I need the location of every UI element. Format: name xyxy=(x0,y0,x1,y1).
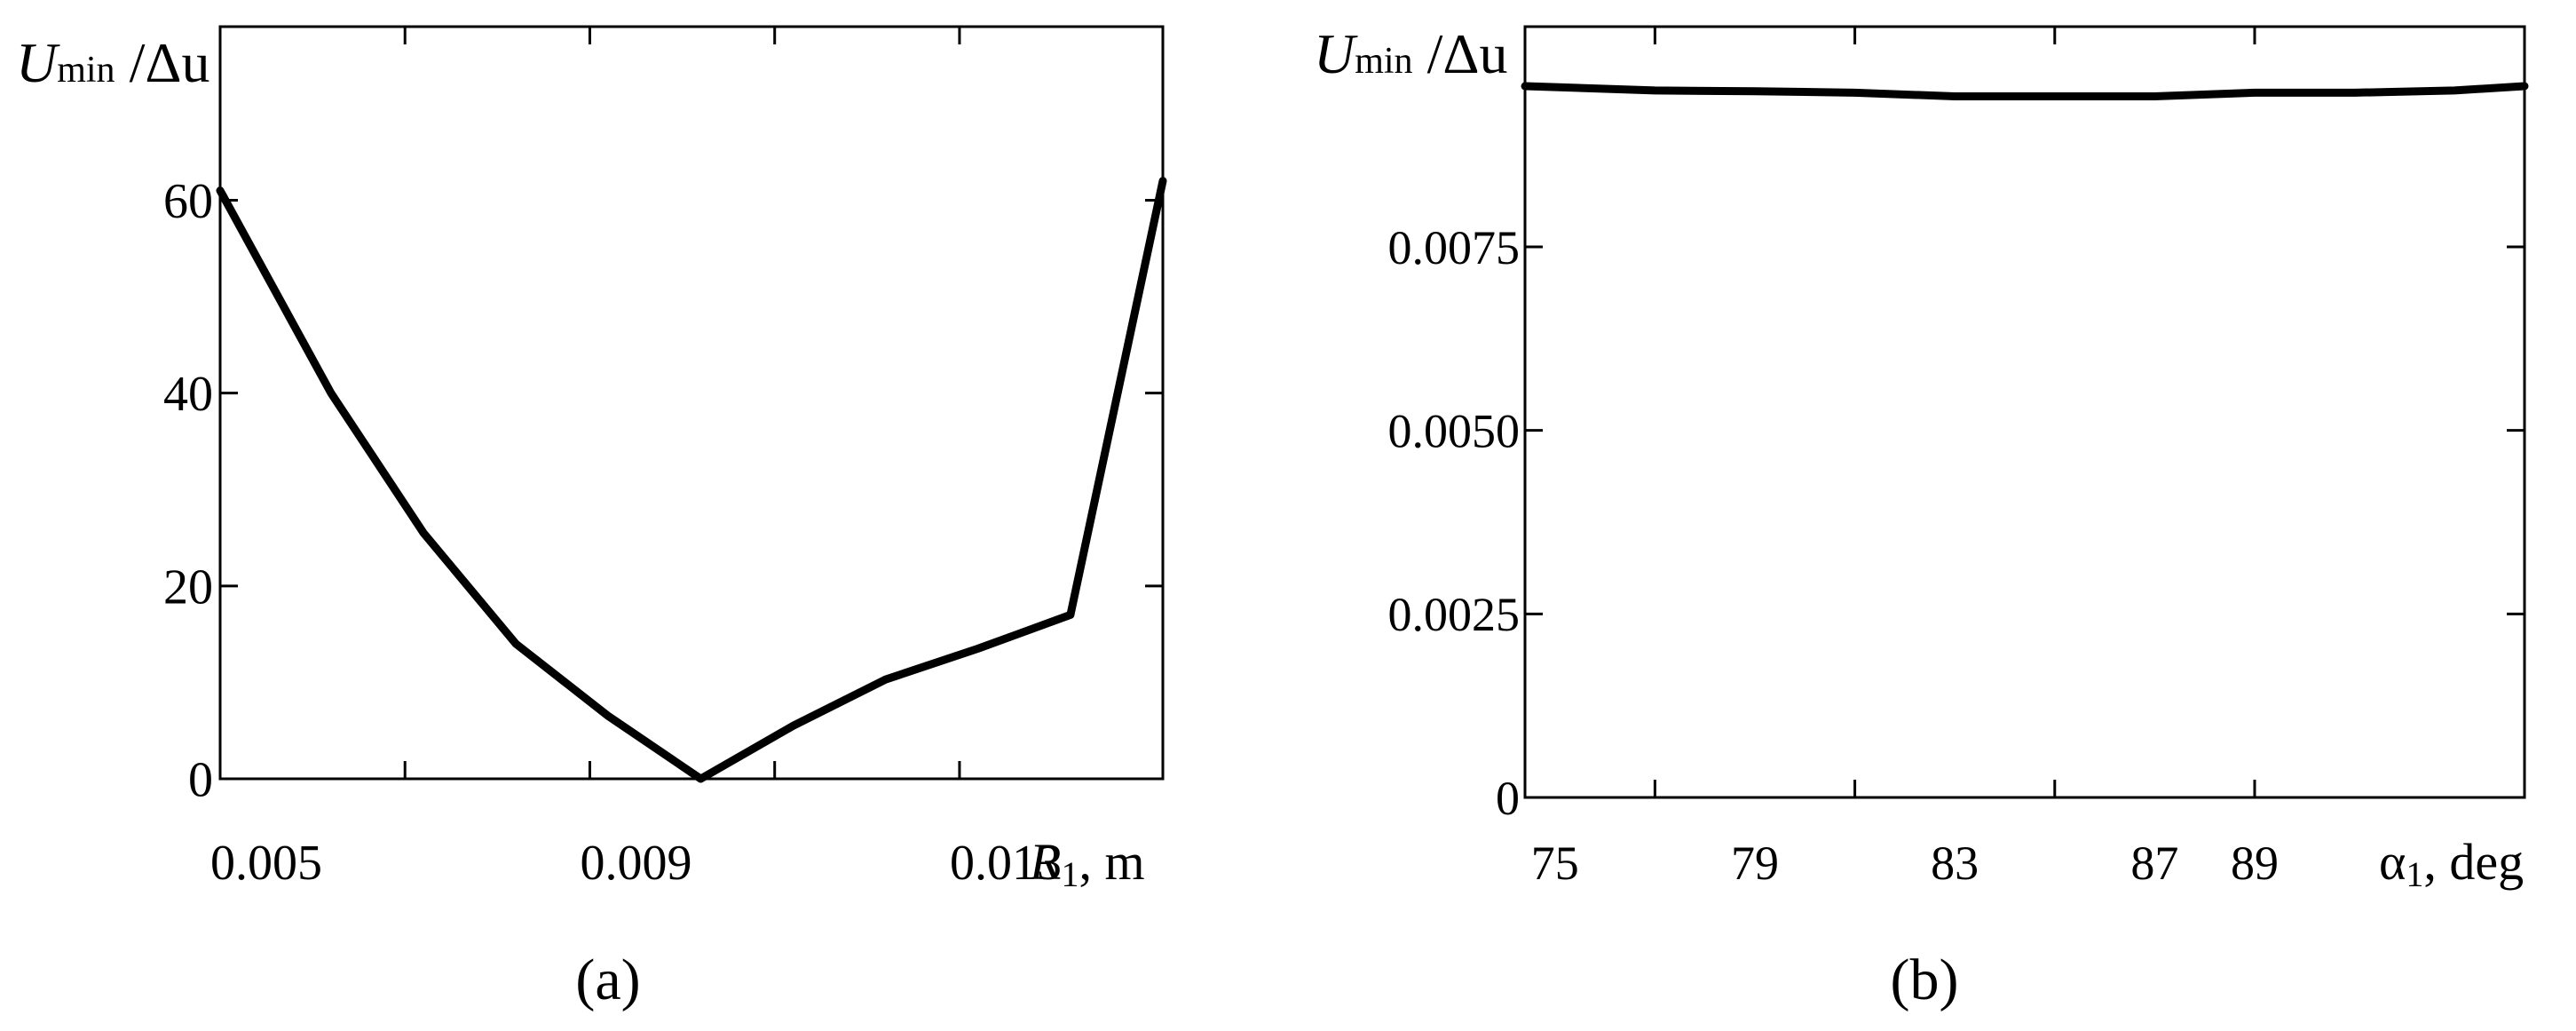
series-line xyxy=(1521,82,2529,100)
x-tick-label: 79 xyxy=(1731,837,1779,890)
y-axis-label-rest: /Δu xyxy=(115,31,210,94)
panel-label: (b) xyxy=(1891,948,1959,1012)
y-axis-label: Umin /Δu xyxy=(1314,22,1508,85)
series-line xyxy=(216,177,1167,783)
x-axis-label-sub: 1 xyxy=(1061,854,1079,894)
y-tick-label: 60 xyxy=(163,174,213,229)
y-axis-label-main: U xyxy=(16,31,60,94)
x-tick-label: 0.005 xyxy=(210,836,322,891)
x-axis-label: R1, m xyxy=(1029,833,1145,894)
y-tick-label: 20 xyxy=(163,559,213,615)
y-axis-label-sub: min xyxy=(1355,41,1412,82)
x-tick-label: 87 xyxy=(2130,837,2178,890)
plot-frame xyxy=(218,25,1165,781)
y-tick-label: 0 xyxy=(1496,772,1520,825)
y-tick-label: 40 xyxy=(163,367,213,422)
plot-frame xyxy=(1523,25,2526,799)
x-axis-label-rest: , deg xyxy=(2423,833,2524,891)
y-tick-label: 0.0075 xyxy=(1388,221,1521,274)
y-tick-label: 0 xyxy=(188,753,213,808)
y-tick-label: 0.0025 xyxy=(1388,588,1521,641)
chart-panel-b: 0 0.0025 0.0050 0.0075 75 79 83 87 89 Umin /Δu α1,… xyxy=(1314,22,2529,1012)
y-axis-label: Umin /Δu xyxy=(16,31,210,94)
x-tick-label: 83 xyxy=(1931,837,1979,890)
y-axis-label-main: U xyxy=(1314,22,1358,85)
x-tick-label: 75 xyxy=(1531,837,1579,890)
x-tick-label: 0.009 xyxy=(581,836,692,891)
y-axis-label-sub: min xyxy=(57,50,115,91)
x-tick-label: 89 xyxy=(2231,837,2279,890)
x-axis-label-main: α xyxy=(2379,833,2406,891)
panel-label: (a) xyxy=(575,948,640,1012)
chart-panel-a: 0 20 40 60 0.005 0.009 0.013 Umin /Δu R1, m (a) xyxy=(16,25,1167,1012)
x-axis-label: α1, deg xyxy=(2379,833,2524,894)
x-axis-label-rest: , m xyxy=(1079,833,1144,891)
y-tick-label: 0.0050 xyxy=(1388,405,1521,458)
x-axis-label-main: R xyxy=(1029,833,1061,891)
x-tick-label: 0.013 xyxy=(950,836,1062,891)
x-axis-label-sub: 1 xyxy=(2406,854,2423,894)
y-axis-label-rest: /Δu xyxy=(1413,22,1508,85)
